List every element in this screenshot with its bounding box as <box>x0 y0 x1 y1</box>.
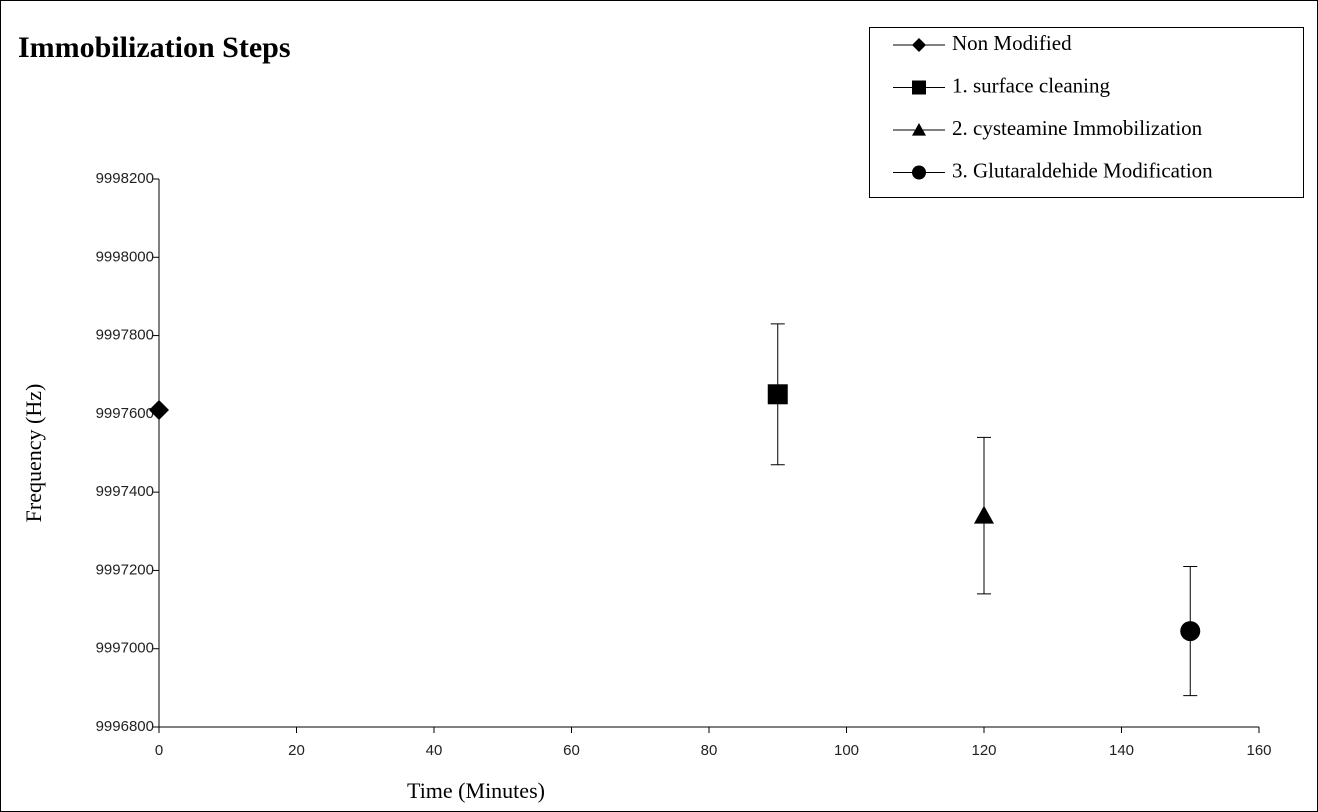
x-tick-label: 80 <box>701 742 718 759</box>
legend-box <box>869 27 1304 198</box>
legend-label: Non Modified <box>952 31 1072 55</box>
y-tick-label: 9997600 <box>96 405 154 422</box>
marker-triangle <box>974 505 994 524</box>
x-tick-label: 140 <box>1109 742 1134 759</box>
y-tick-label: 9996800 <box>96 718 154 735</box>
marker-circle <box>1180 621 1201 642</box>
marker-triangle <box>912 123 926 136</box>
y-axis-label: Frequency (Hz) <box>21 384 46 523</box>
y-tick-label: 9998200 <box>96 170 154 187</box>
x-tick-label: 40 <box>426 742 443 759</box>
chart-title: Immobilization Steps <box>18 31 291 64</box>
legend-label: 1. surface cleaning <box>952 73 1111 97</box>
x-tick-label: 160 <box>1246 742 1271 759</box>
y-tick-label: 9997200 <box>96 561 154 578</box>
y-tick-label: 9998000 <box>96 248 154 265</box>
y-tick-label: 9997800 <box>96 327 154 344</box>
marker-square <box>767 384 788 405</box>
x-tick-label: 0 <box>155 742 163 759</box>
marker-diamond <box>149 399 169 420</box>
marker-square <box>912 80 926 95</box>
marker-circle <box>912 165 926 180</box>
x-tick-label: 120 <box>971 742 996 759</box>
legend-label: 3. Glutaraldehide Modification <box>952 158 1213 182</box>
x-axis-label: Time (Minutes) <box>407 778 545 803</box>
x-tick-label: 100 <box>834 742 859 759</box>
y-tick-label: 9997000 <box>96 640 154 657</box>
y-tick-label: 9997400 <box>96 483 154 500</box>
marker-diamond <box>912 38 926 52</box>
x-tick-label: 20 <box>288 742 305 759</box>
legend-label: 2. cysteamine Immobilization <box>952 116 1203 140</box>
x-tick-label: 60 <box>563 742 580 759</box>
